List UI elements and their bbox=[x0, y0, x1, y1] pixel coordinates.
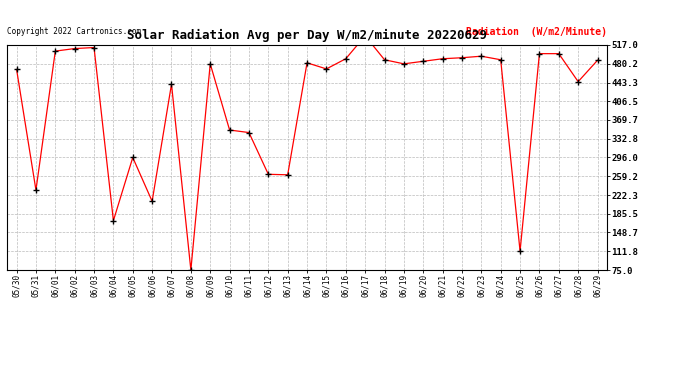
Text: Copyright 2022 Cartronics.com: Copyright 2022 Cartronics.com bbox=[7, 27, 141, 36]
Title: Solar Radiation Avg per Day W/m2/minute 20220629: Solar Radiation Avg per Day W/m2/minute … bbox=[127, 29, 487, 42]
Text: Radiation  (W/m2/Minute): Radiation (W/m2/Minute) bbox=[466, 27, 607, 37]
